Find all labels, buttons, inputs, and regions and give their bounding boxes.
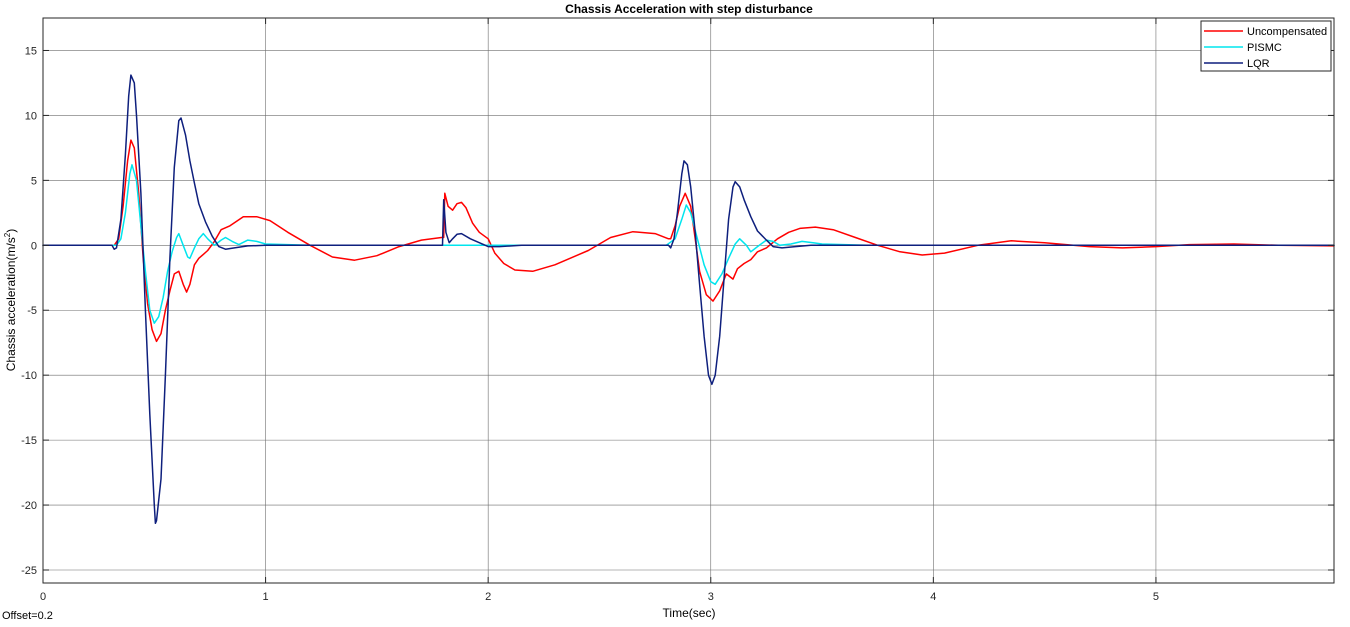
- legend-label-uncompensated: Uncompensated: [1247, 26, 1327, 38]
- y-tick-label: -10: [21, 370, 37, 382]
- series-line-uncompensated: [42, 139, 1335, 343]
- series-layer: [42, 74, 1335, 525]
- grid: [43, 18, 1334, 583]
- y-tick-label: 15: [25, 45, 37, 57]
- x-axis: 0 1 2 3 4 5: [40, 18, 1159, 603]
- x-tick-label: 1: [263, 591, 269, 603]
- series-line-lqr: [42, 74, 1335, 525]
- legend: Uncompensated PISMC LQR: [1200, 20, 1332, 72]
- y-tick-label: 5: [31, 175, 37, 187]
- y-tick-label: 10: [25, 110, 37, 122]
- y-tick-label: -5: [27, 305, 37, 317]
- offset-note: Offset=0.2: [2, 610, 53, 622]
- y-tick-label: 0: [31, 240, 37, 252]
- x-tick-label: 2: [485, 591, 491, 603]
- plot-frame: [42, 17, 1335, 584]
- y-axis: 15 10 5 0 -5 -10 -15 -20 -25: [21, 45, 1334, 577]
- y-axis-label: Chassis acceleration(m/s2): [3, 229, 18, 372]
- x-axis-label: Time(sec): [663, 606, 716, 620]
- x-tick-label: 3: [708, 591, 714, 603]
- series-line-pismc: [42, 164, 1335, 324]
- x-tick-label: 5: [1153, 591, 1159, 603]
- y-tick-label: -20: [21, 500, 37, 512]
- legend-label-lqr: LQR: [1247, 58, 1270, 70]
- y-tick-label: -15: [21, 435, 37, 447]
- x-tick-label: 0: [40, 591, 46, 603]
- y-tick-label: -25: [21, 565, 37, 577]
- legend-label-pismc: PISMC: [1247, 42, 1282, 54]
- x-tick-label: 4: [930, 591, 936, 603]
- chart-title: Chassis Acceleration with step disturban…: [565, 2, 813, 16]
